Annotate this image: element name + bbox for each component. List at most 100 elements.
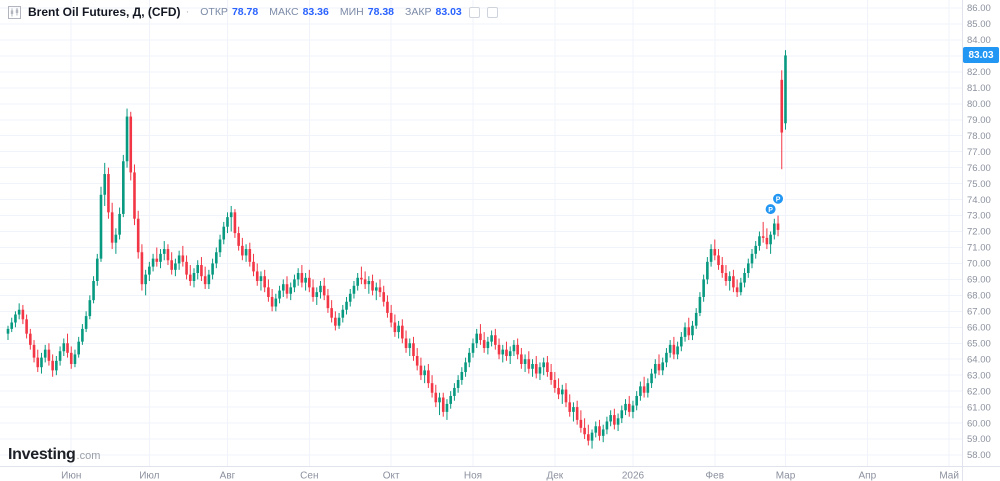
candle-body[interactable]: [77, 341, 80, 355]
candle-body[interactable]: [144, 274, 147, 285]
candle-body[interactable]: [386, 301, 389, 313]
candle-body[interactable]: [177, 255, 181, 264]
candle-body[interactable]: [241, 245, 244, 256]
candle-body[interactable]: [55, 360, 58, 371]
candle-body[interactable]: [531, 364, 534, 369]
candle-body[interactable]: [683, 327, 687, 337]
candle-body[interactable]: [99, 194, 103, 259]
candle-body[interactable]: [367, 280, 371, 285]
candle-body[interactable]: [717, 255, 720, 266]
candle-body[interactable]: [129, 116, 133, 173]
candle-body[interactable]: [676, 346, 679, 355]
candle-body[interactable]: [293, 279, 296, 288]
candle-body[interactable]: [371, 280, 374, 291]
candle-body[interactable]: [687, 327, 691, 336]
candle-body[interactable]: [58, 351, 62, 361]
candle-body[interactable]: [713, 249, 717, 256]
candle-body[interactable]: [92, 280, 95, 301]
candle-body[interactable]: [84, 316, 88, 329]
candle-body[interactable]: [542, 362, 545, 368]
candle-body[interactable]: [285, 284, 289, 294]
candle-body[interactable]: [423, 370, 426, 376]
candle-body[interactable]: [233, 212, 237, 234]
candle-body[interactable]: [47, 349, 51, 361]
candle-body[interactable]: [125, 116, 129, 162]
candle-body[interactable]: [88, 300, 92, 317]
candle-body[interactable]: [706, 261, 709, 280]
candle-body[interactable]: [36, 357, 40, 368]
candle-body[interactable]: [616, 418, 620, 425]
candle-body[interactable]: [412, 343, 415, 357]
candle-body[interactable]: [330, 308, 333, 318]
candle-body[interactable]: [278, 290, 281, 299]
candle-body[interactable]: [415, 356, 419, 366]
candle-body[interactable]: [419, 365, 423, 376]
candle-body[interactable]: [21, 309, 25, 320]
candle-body[interactable]: [728, 276, 731, 281]
candle-body[interactable]: [512, 344, 516, 352]
candle-body[interactable]: [151, 258, 155, 267]
candle-body[interactable]: [627, 403, 631, 412]
candle-body[interactable]: [382, 292, 386, 302]
candle-body[interactable]: [360, 277, 363, 280]
candle-body[interactable]: [25, 319, 28, 334]
candle-body[interactable]: [639, 386, 642, 396]
candle-body[interactable]: [754, 245, 758, 254]
candle-body[interactable]: [579, 419, 583, 428]
candle-body[interactable]: [527, 359, 531, 369]
candle-body[interactable]: [505, 349, 508, 357]
candle-body[interactable]: [590, 432, 594, 441]
candle-body[interactable]: [229, 212, 233, 218]
candle-body[interactable]: [207, 274, 211, 285]
candle-body[interactable]: [133, 172, 136, 219]
candle-body[interactable]: [776, 223, 780, 230]
candle-body[interactable]: [296, 273, 300, 280]
candle-body[interactable]: [427, 370, 430, 384]
candle-body[interactable]: [363, 279, 367, 285]
candle-body[interactable]: [613, 415, 616, 425]
candle-body[interactable]: [672, 344, 676, 355]
candle-body[interactable]: [267, 287, 270, 297]
candle-body[interactable]: [107, 174, 110, 213]
candle-body[interactable]: [281, 284, 285, 291]
candle-body[interactable]: [114, 234, 118, 243]
candle-body[interactable]: [136, 218, 140, 253]
candle-body[interactable]: [51, 360, 54, 371]
candle-body[interactable]: [665, 352, 668, 363]
candle-body[interactable]: [773, 223, 776, 235]
candle-body[interactable]: [572, 407, 575, 412]
candle-body[interactable]: [702, 279, 705, 297]
candle-body[interactable]: [720, 265, 724, 274]
candle-body[interactable]: [501, 349, 505, 355]
candle-body[interactable]: [337, 317, 341, 326]
candle-body[interactable]: [378, 287, 382, 293]
candle-body[interactable]: [467, 352, 471, 363]
candle-body[interactable]: [680, 336, 683, 347]
candle-body[interactable]: [434, 392, 438, 403]
candle-body[interactable]: [14, 314, 17, 323]
candle-body[interactable]: [308, 277, 311, 288]
candle-body[interactable]: [553, 379, 557, 388]
candle-body[interactable]: [490, 335, 493, 342]
candle-body[interactable]: [694, 312, 698, 326]
candle-body[interactable]: [534, 364, 538, 374]
candle-body[interactable]: [203, 276, 207, 285]
candle-body[interactable]: [475, 333, 479, 344]
candle-body[interactable]: [66, 343, 69, 353]
candle-body[interactable]: [598, 426, 601, 436]
candle-body[interactable]: [345, 301, 348, 310]
candle-body[interactable]: [252, 261, 255, 272]
candle-body[interactable]: [568, 402, 572, 412]
candle-body[interactable]: [594, 426, 598, 433]
candle-body[interactable]: [32, 344, 36, 358]
candle-body[interactable]: [587, 434, 590, 441]
candle-body[interactable]: [642, 386, 646, 393]
candle-body[interactable]: [389, 312, 393, 323]
candle-body[interactable]: [215, 252, 218, 264]
candle-body[interactable]: [583, 427, 586, 435]
candle-body[interactable]: [374, 287, 378, 291]
candle-body[interactable]: [735, 287, 739, 293]
candle-body[interactable]: [311, 287, 315, 297]
candle-body[interactable]: [352, 285, 356, 294]
